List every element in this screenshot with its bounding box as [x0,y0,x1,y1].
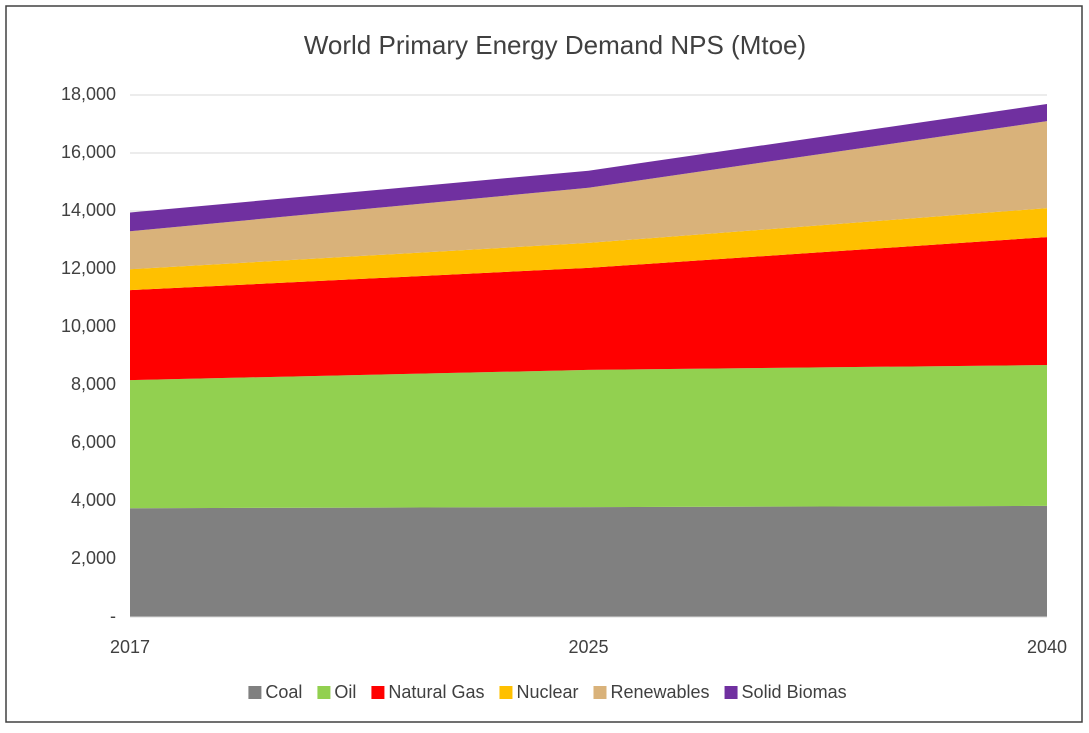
y-tick-label: 6,000 [71,432,116,452]
legend-swatch [593,686,607,699]
y-tick-label: - [110,606,116,626]
area [130,103,1047,232]
chart-title: World Primary Energy Demand NPS (Mtoe) [304,30,806,60]
area [130,505,1047,617]
x-tick-label: 2025 [568,637,608,657]
legend-label: Nuclear [516,682,578,702]
legend-swatch [724,686,738,699]
legend-label: Solid Biomas [742,682,847,702]
legend-swatch [248,686,262,699]
y-tick-label: 18,000 [61,84,116,104]
y-tick-label: 10,000 [61,316,116,336]
y-tick-label: 14,000 [61,200,116,220]
legend-swatch [317,686,331,699]
area [130,364,1047,509]
legend-label: Natural Gas [388,682,484,702]
area [130,208,1047,291]
y-tick-label: 12,000 [61,258,116,278]
y-tick-label: 8,000 [71,374,116,394]
x-tick-label: 2040 [1027,637,1067,657]
legend-label: Oil [334,682,356,702]
area [130,121,1047,270]
y-tick-label: 16,000 [61,142,116,162]
x-tick-label: 2017 [110,637,150,657]
legend-label: Coal [265,682,302,702]
y-tick-label: 4,000 [71,490,116,510]
legend-label: Renewables [610,682,709,702]
y-tick-label: 2,000 [71,548,116,568]
legend-swatch [371,686,385,699]
legend-swatch [499,686,513,699]
area [130,237,1047,381]
